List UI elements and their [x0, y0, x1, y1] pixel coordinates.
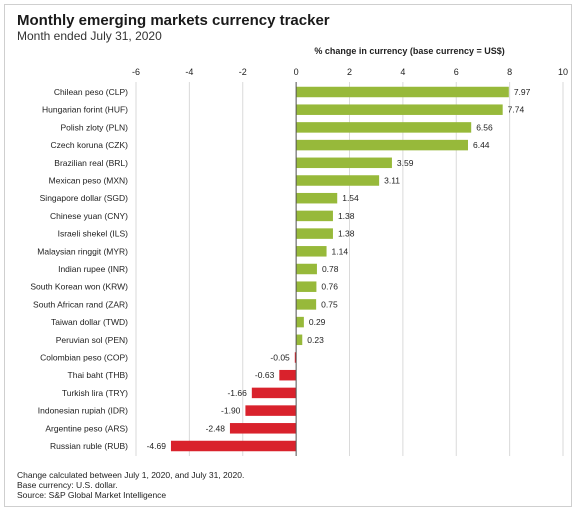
value-label: 1.38 — [338, 229, 355, 239]
bar — [296, 86, 509, 98]
value-label: 6.56 — [476, 122, 493, 132]
category-label: Malaysian ringgit (MYR) — [37, 246, 128, 256]
bar — [296, 281, 317, 292]
category-label: Peruvian sol (PEN) — [56, 335, 128, 345]
x-tick-label: 0 — [294, 67, 299, 77]
bar — [296, 175, 380, 186]
bar — [229, 423, 297, 434]
value-label: 0.29 — [309, 317, 326, 327]
value-label: -1.90 — [221, 406, 241, 416]
category-label: Israeli shekel (ILS) — [58, 229, 129, 239]
x-tick-label: 8 — [507, 67, 512, 77]
chart-frame: Monthly emerging markets currency tracke… — [4, 4, 572, 507]
category-label: Mexican peso (MXN) — [49, 176, 129, 186]
bar — [296, 139, 468, 151]
value-label: -2.48 — [206, 423, 226, 433]
category-label: Argentine peso (ARS) — [45, 423, 128, 433]
value-label: -1.66 — [227, 388, 247, 398]
bar — [245, 405, 297, 416]
bar — [170, 440, 297, 452]
category-label: Indonesian rupiah (IDR) — [38, 406, 128, 416]
category-label: Czech koruna (CZK) — [51, 140, 129, 150]
x-tick-label: 4 — [400, 67, 405, 77]
value-label: -4.69 — [147, 441, 167, 451]
x-tick-label: 6 — [454, 67, 459, 77]
bar — [296, 157, 392, 169]
value-label: 0.23 — [307, 335, 324, 345]
x-axis-title: % change in currency (base currency = US… — [314, 46, 504, 56]
bar — [296, 263, 317, 275]
value-label: 7.97 — [514, 87, 531, 97]
x-tick-label: 10 — [558, 67, 568, 77]
bar — [296, 192, 338, 204]
chart-title: Monthly emerging markets currency tracke… — [17, 12, 330, 29]
category-label: Colombian peso (COP) — [40, 353, 128, 363]
x-tick-label: 2 — [347, 67, 352, 77]
value-label: 6.44 — [473, 140, 490, 150]
value-label: 1.14 — [332, 246, 349, 256]
value-label: 1.38 — [338, 211, 355, 221]
bar — [296, 122, 472, 133]
category-label: Polish zloty (PLN) — [60, 122, 128, 132]
value-label: 0.76 — [321, 282, 338, 292]
x-tick-label: -4 — [185, 67, 193, 77]
bar — [296, 316, 304, 328]
value-label: 3.59 — [397, 158, 414, 168]
bar — [296, 246, 327, 257]
category-label: Turkish lira (TRY) — [62, 388, 128, 398]
bar — [296, 210, 333, 222]
bar — [251, 387, 297, 399]
bar — [296, 334, 303, 346]
category-label: Indian rupee (INR) — [58, 264, 128, 274]
bar — [294, 352, 297, 363]
category-label: Chinese yuan (CNY) — [50, 211, 128, 221]
value-label: 0.78 — [322, 264, 339, 274]
category-label: South African rand (ZAR) — [33, 299, 128, 309]
category-label: Brazilian real (BRL) — [54, 158, 128, 168]
value-label: 1.54 — [342, 193, 359, 203]
value-label: -0.63 — [255, 370, 275, 380]
category-label: Singapore dollar (SGD) — [40, 193, 129, 203]
category-label: South Korean won (KRW) — [30, 282, 128, 292]
chart-subtitle: Month ended July 31, 2020 — [17, 29, 162, 43]
value-label: 7.74 — [508, 105, 525, 115]
category-label: Chilean peso (CLP) — [54, 87, 128, 97]
x-tick-label: -6 — [132, 67, 140, 77]
bar — [279, 369, 297, 381]
footnote-calculation: Change calculated between July 1, 2020, … — [17, 470, 245, 480]
category-label: Russian ruble (RUB) — [50, 441, 128, 451]
bar — [296, 104, 503, 115]
category-label: Thai baht (THB) — [68, 370, 129, 380]
category-label: Taiwan dollar (TWD) — [51, 317, 128, 327]
bar-chart: % change in currency (base currency = US… — [30, 46, 568, 456]
footnote-source: Source: S&P Global Market Intelligence — [17, 490, 167, 500]
value-label: 3.11 — [384, 176, 400, 186]
bar — [296, 299, 317, 310]
bar — [296, 228, 333, 239]
value-label: 0.75 — [321, 299, 338, 309]
value-label: -0.05 — [270, 353, 290, 363]
category-label: Hungarian forint (HUF) — [42, 105, 128, 115]
x-tick-label: -2 — [239, 67, 247, 77]
footnote-base-currency: Base currency: U.S. dollar. — [17, 480, 118, 490]
